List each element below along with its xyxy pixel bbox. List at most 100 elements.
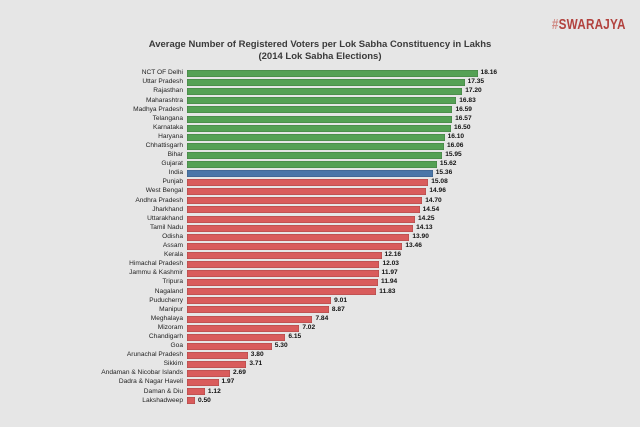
bar: [187, 397, 195, 405]
bar-value: 14.70: [425, 196, 442, 204]
bar-value: 8.87: [331, 305, 345, 313]
bar-label: Puducherry: [149, 296, 183, 304]
bar-row: Uttarakhand 14.25: [0, 215, 640, 224]
bar-row: India 15.36: [0, 169, 640, 178]
bar-row: Karnataka 16.50: [0, 124, 640, 133]
bar-label: Daman & Diu: [143, 387, 183, 395]
bar-label: Goa: [170, 342, 183, 350]
bar: [187, 351, 248, 359]
bar-value: 7.02: [302, 323, 316, 331]
bar-label: Bihar: [167, 151, 183, 159]
bar-value: 17.35: [467, 78, 485, 86]
bar-label: Kerala: [163, 251, 183, 259]
bar-row: Bihar 15.95: [0, 151, 640, 160]
bar-value: 3.80: [250, 351, 264, 359]
swarajya-logo: #SWARAJYA: [552, 16, 626, 33]
bar-value: 1.97: [221, 378, 235, 386]
bar: [187, 297, 332, 305]
bar: [187, 261, 380, 269]
bar-label: Gujarat: [161, 160, 183, 168]
bar: [187, 197, 423, 205]
bar: [187, 179, 429, 187]
bar-row: NCT OF Delhi 18.16: [0, 69, 640, 78]
bar-value: 7.84: [315, 314, 329, 322]
bar-row: Chandigarh 6.15: [0, 333, 640, 342]
bar: [187, 251, 382, 259]
bar: [187, 215, 415, 223]
bar-value: 12.03: [382, 260, 399, 268]
bar-value: 16.59: [455, 105, 472, 113]
bar-value: 14.25: [418, 214, 435, 222]
bar-row: Arunachal Pradesh 3.80: [0, 351, 640, 360]
bar-row: Mizoram 7.02: [0, 324, 640, 333]
bar: [187, 324, 300, 332]
bar-label: Nagaland: [154, 287, 183, 295]
bar-row: Rajasthan 17.20: [0, 87, 640, 96]
bar-label: Himachal Pradesh: [129, 260, 183, 268]
bar-label: Punjab: [162, 178, 183, 186]
bar-row: West Bengal 14.96: [0, 187, 640, 196]
chart-title: Average Number of Registered Voters per …: [0, 39, 640, 62]
bar: [187, 361, 247, 369]
bar-value: 15.08: [431, 178, 448, 186]
bar-row: Jammu & Kashmir 11.97: [0, 269, 640, 278]
bar-row: Tamil Nadu 14.13: [0, 224, 640, 233]
bar-row: Daman & Diu 1.12: [0, 387, 640, 396]
bar-row: Goa 5.30: [0, 342, 640, 351]
bar-label: Dadra & Nagar Haveli: [118, 378, 183, 386]
bar-row: Kerala 12.16: [0, 251, 640, 260]
bar-chart: NCT OF Delhi 18.16 Uttar Pradesh 17.35 Rajas…: [0, 69, 640, 405]
bar-row: Haryana 16.10: [0, 133, 640, 142]
bar: [187, 315, 313, 323]
bar-value: 0.50: [198, 396, 211, 404]
bar-row: Madhya Pradesh 16.59: [0, 105, 640, 114]
bar: [187, 188, 427, 196]
bar-value: 16.10: [447, 132, 465, 140]
logo-hash-symbol: #: [552, 16, 559, 33]
bar-label: Arunachal Pradesh: [126, 351, 183, 359]
logo-brand-text: SWARAJYA: [558, 16, 626, 33]
bar: [187, 151, 443, 159]
bar-row: Andhra Pradesh 14.70: [0, 196, 640, 205]
bar-label: Andaman & Nicobar Islands: [101, 369, 183, 377]
bar: [187, 170, 433, 178]
bar-row: Uttar Pradesh 17.35: [0, 78, 640, 87]
bar: [187, 379, 219, 387]
bar-row: Nagaland 11.83: [0, 287, 640, 296]
bar-value: 9.01: [334, 296, 347, 304]
chart-title-line1: Average Number of Registered Voters per …: [148, 39, 492, 50]
bar-value: 16.83: [459, 96, 476, 104]
bar-value: 11.94: [381, 278, 398, 286]
bar-label: Andhra Pradesh: [135, 196, 183, 204]
bar-value: 18.16: [480, 69, 498, 77]
bar: [187, 97, 457, 105]
chart-title-line2: (2014 Lok Sabha Elections): [258, 50, 382, 62]
bar: [187, 288, 377, 296]
bar-value: 15.36: [435, 169, 453, 177]
bar: [187, 242, 403, 250]
bar-value: 16.50: [454, 123, 471, 131]
bar-label: Maharashtra: [145, 96, 183, 104]
bar: [187, 106, 453, 114]
bar: [187, 279, 379, 287]
bar-value: 17.20: [465, 87, 482, 95]
bar-row: Telangana 16.57: [0, 114, 640, 123]
bar-label: Sikkim: [163, 360, 183, 368]
bar-label: Odisha: [162, 232, 183, 240]
bar-value: 6.15: [288, 332, 302, 340]
bar: [187, 388, 205, 396]
bar-row: Sikkim 3.71: [0, 360, 640, 369]
bar: [187, 70, 478, 78]
bar-label: Karnataka: [152, 123, 183, 131]
bar-value: 12.16: [384, 251, 402, 259]
bar-value: 3.71: [249, 360, 263, 368]
bar-value: 11.83: [379, 287, 396, 295]
bar: [187, 206, 420, 214]
bar-value: 5.30: [274, 342, 288, 350]
bar-value: 15.95: [445, 151, 462, 159]
bar-label: Madhya Pradesh: [133, 105, 183, 113]
bar-value: 14.96: [429, 187, 446, 195]
bar-value: 13.46: [405, 242, 422, 250]
bar-label: Lakshadweep: [142, 396, 183, 404]
bar-label: NCT OF Delhi: [141, 69, 183, 77]
